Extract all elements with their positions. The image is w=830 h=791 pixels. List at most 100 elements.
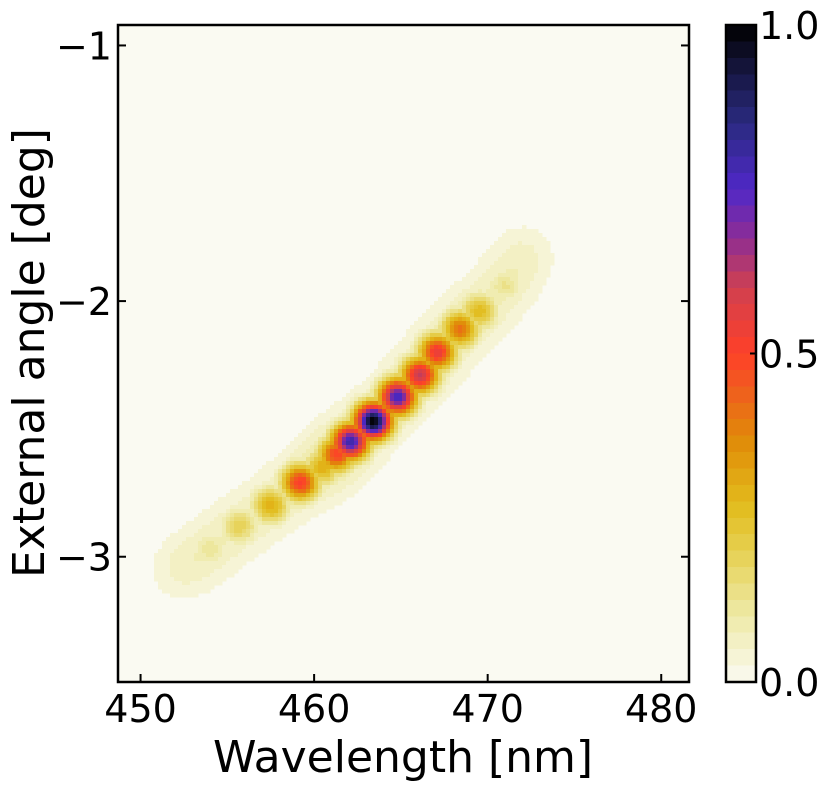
- heatmap-cell: [302, 513, 307, 518]
- heatmap-cell: [290, 517, 295, 522]
- heatmap-cell: [282, 513, 287, 518]
- heatmap-cell: [326, 449, 331, 454]
- heatmap-cell: [298, 461, 303, 466]
- heatmap-cell: [322, 497, 327, 502]
- heatmap-cell: [270, 469, 275, 474]
- heatmap-cell: [226, 525, 231, 530]
- heatmap-cell: [206, 565, 211, 570]
- heatmap-cell: [410, 421, 415, 426]
- heatmap-cell: [218, 517, 223, 522]
- heatmap-cell: [330, 493, 335, 498]
- heatmap-cell: [314, 481, 319, 486]
- heatmap-cell: [210, 529, 215, 534]
- heatmap-cell: [294, 453, 299, 458]
- heatmap-cell: [426, 373, 431, 378]
- heatmap-cell: [438, 385, 443, 390]
- heatmap-cell: [282, 517, 287, 522]
- heatmap-cell: [230, 561, 235, 566]
- heatmap-cell: [174, 557, 179, 562]
- heatmap-cell: [442, 325, 447, 330]
- heatmap-cell: [266, 541, 271, 546]
- heatmap-cell: [250, 513, 255, 518]
- heatmap-cell: [394, 361, 399, 366]
- heatmap-cell: [334, 497, 339, 502]
- heatmap-cell: [354, 405, 359, 410]
- heatmap-cell: [182, 589, 187, 594]
- heatmap-cell: [538, 285, 543, 290]
- heatmap-cell: [174, 545, 179, 550]
- heatmap-cell: [166, 589, 171, 594]
- heatmap-cell: [210, 541, 215, 546]
- heatmap-cell: [386, 441, 391, 446]
- heatmap-cell: [390, 385, 395, 390]
- heatmap-cell: [162, 565, 167, 570]
- heatmap-cell: [354, 401, 359, 406]
- heatmap-cell: [358, 437, 363, 442]
- heatmap-cell: [326, 465, 331, 470]
- heatmap-cell: [326, 445, 331, 450]
- heatmap-cell: [302, 469, 307, 474]
- heatmap-cell: [238, 565, 243, 570]
- heatmap-cell: [378, 401, 383, 406]
- heatmap-cell: [230, 557, 235, 562]
- heatmap-cell: [462, 281, 467, 286]
- heatmap-cell: [390, 421, 395, 426]
- heatmap-cell: [426, 389, 431, 394]
- heatmap-cell: [314, 501, 319, 506]
- heatmap-cell: [534, 297, 539, 302]
- heatmap-cell: [270, 497, 275, 502]
- heatmap-cell: [178, 545, 183, 550]
- heatmap-cell: [318, 505, 323, 510]
- heatmap-cell: [466, 297, 471, 302]
- heatmap-cell: [242, 557, 247, 562]
- heatmap-cell: [206, 525, 211, 530]
- heatmap-cell: [390, 449, 395, 454]
- heatmap-cell: [166, 573, 171, 578]
- heatmap-cell: [254, 537, 259, 542]
- heatmap-cell: [206, 585, 211, 590]
- heatmap-cell: [350, 413, 355, 418]
- heatmap-cell: [430, 397, 435, 402]
- heatmap-cell: [482, 277, 487, 282]
- heatmap-cell: [262, 473, 267, 478]
- heatmap-cell: [454, 349, 459, 354]
- heatmap-cell: [278, 457, 283, 462]
- heatmap-cell: [262, 505, 267, 510]
- heatmap-cell: [406, 333, 411, 338]
- heatmap-cell: [290, 497, 295, 502]
- heatmap-cell: [290, 465, 295, 470]
- heatmap-cell: [358, 457, 363, 462]
- heatmap-cell: [250, 485, 255, 490]
- heatmap-cell: [362, 477, 367, 482]
- heatmap-cell: [534, 273, 539, 278]
- heatmap-cell: [518, 253, 523, 258]
- heatmap-cell: [230, 573, 235, 578]
- heatmap-cell: [294, 465, 299, 470]
- heatmap-cell: [410, 365, 415, 370]
- heatmap-cell: [402, 417, 407, 422]
- heatmap-cell: [250, 533, 255, 538]
- heatmap-cell: [326, 433, 331, 438]
- heatmap-cell: [494, 269, 499, 274]
- heatmap-cell: [346, 453, 351, 458]
- heatmap-cell: [486, 325, 491, 330]
- heatmap-cell: [322, 473, 327, 478]
- heatmap-cell: [458, 293, 463, 298]
- heatmap-cell: [206, 541, 211, 546]
- heatmap-cell: [322, 425, 327, 430]
- heatmap-cell: [502, 265, 507, 270]
- heatmap-cell: [174, 589, 179, 594]
- heatmap-cell: [398, 345, 403, 350]
- heatmap-cell: [374, 429, 379, 434]
- heatmap-cell: [454, 353, 459, 358]
- heatmap-cell: [514, 237, 519, 242]
- heatmap-cell: [198, 513, 203, 518]
- heatmap-cell: [382, 453, 387, 458]
- heatmap-cell: [306, 509, 311, 514]
- heatmap-cell: [286, 513, 291, 518]
- heatmap-cell: [522, 229, 527, 234]
- heatmap-cell: [498, 297, 503, 302]
- heatmap-cell: [478, 333, 483, 338]
- heatmap-cell: [346, 445, 351, 450]
- heatmap-cell: [386, 413, 391, 418]
